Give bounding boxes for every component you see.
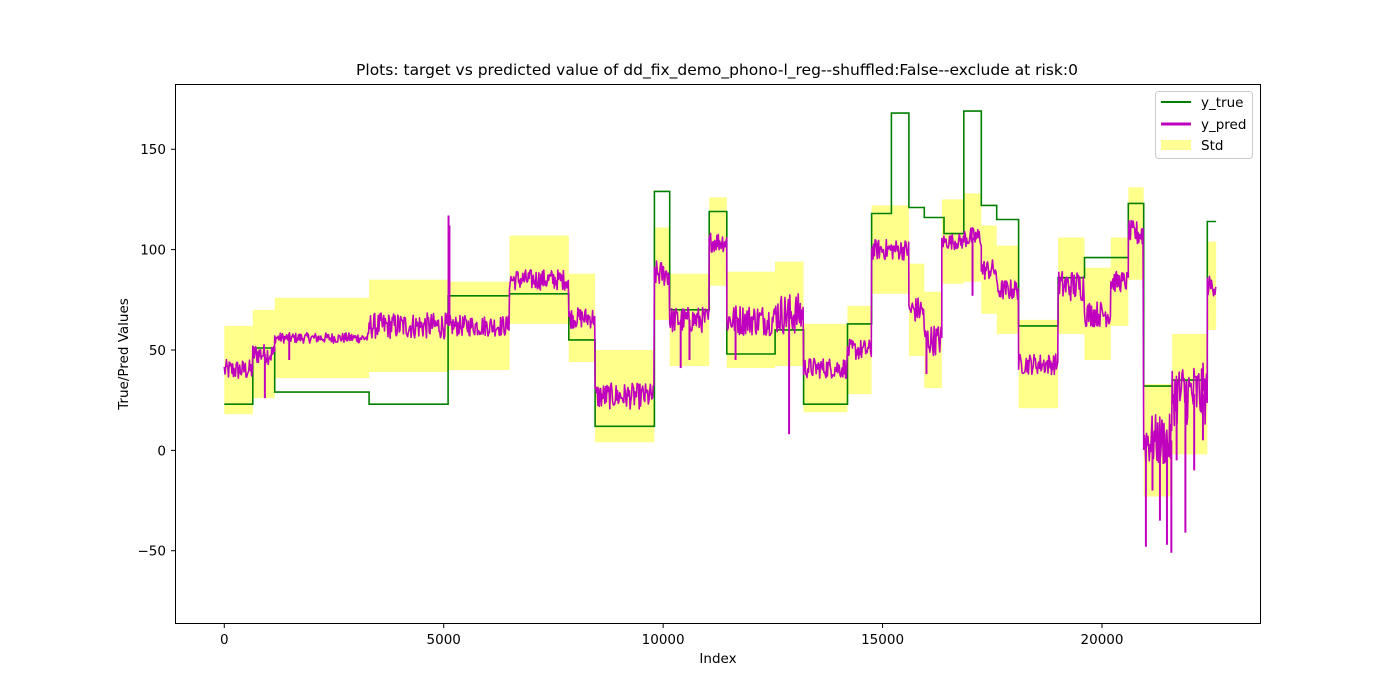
y-tick-label: 50: [149, 343, 166, 359]
legend: y_true y_pred Std: [1155, 91, 1253, 159]
y-tick-label: 100: [140, 243, 166, 259]
x-axis: 0 5000 10000 15000 20000: [220, 623, 1124, 648]
y-pred-series: [223, 215, 1217, 553]
y-pred-line: [223, 219, 1217, 465]
y-axis-label: True/Pred Values: [116, 298, 132, 411]
legend-swatch-std: [1161, 140, 1191, 150]
plot-frame: [175, 84, 1261, 624]
y-tick-label: −50: [138, 544, 167, 560]
chart-title: Plots: target vs predicted value of dd_f…: [356, 61, 1078, 80]
plot-area: [223, 110, 1217, 553]
y-tick-label: 0: [157, 443, 166, 459]
legend-label-std: Std: [1201, 138, 1223, 154]
x-tick-label: 15000: [861, 632, 904, 648]
std-band-segment: [803, 323, 848, 413]
x-axis-label: Index: [699, 651, 736, 667]
x-tick-label: 20000: [1081, 632, 1124, 648]
x-tick-label: 10000: [642, 632, 685, 648]
x-tick-label: 5000: [427, 632, 461, 648]
y-tick-label: 150: [140, 142, 166, 158]
legend-label-y-true: y_true: [1201, 95, 1243, 111]
y-axis: −50 0 50 100 150: [138, 142, 176, 560]
x-tick-label: 0: [220, 632, 229, 648]
legend-label-y-pred: y_pred: [1201, 117, 1246, 133]
